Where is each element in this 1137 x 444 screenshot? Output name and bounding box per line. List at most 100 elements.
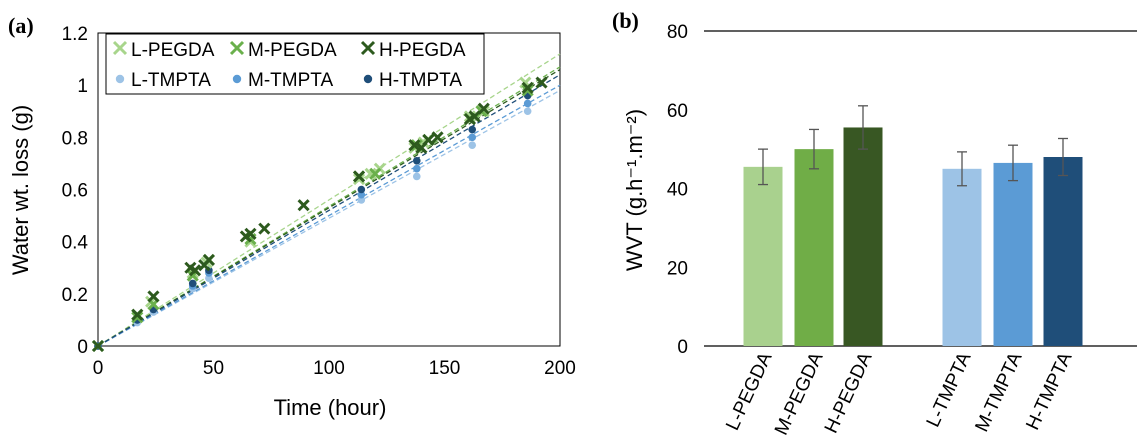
bar: [942, 168, 982, 346]
error-bar: [758, 148, 768, 186]
data-point: [521, 84, 534, 97]
y-tick-label: 40: [667, 180, 688, 201]
data-point: [244, 227, 257, 240]
y-tick-label: 60: [667, 101, 688, 122]
y-tick-label: 0.6: [62, 181, 88, 202]
data-point: [477, 105, 490, 118]
trendline: [97, 84, 561, 347]
trendline: [97, 53, 561, 347]
data-point: [535, 76, 548, 89]
error-bar: [1008, 144, 1018, 182]
data-point: [188, 279, 197, 288]
legend-label: M-TMPTA: [248, 70, 333, 91]
data-point: [297, 199, 310, 212]
data-point: [412, 164, 421, 173]
legend: L-PEGDA M-PEGDA H-PEGDA L-TMPTA M-TMPTA H-TMP…: [105, 33, 485, 95]
legend-marker: [232, 74, 242, 84]
category-label: L-PEGDA: [722, 349, 776, 434]
panel-b-label: (b): [612, 8, 639, 33]
error-bar: [957, 151, 967, 187]
y-tick-label: 0.2: [62, 285, 88, 306]
data-point: [408, 139, 421, 152]
trendline: [97, 89, 561, 347]
bar: [1043, 157, 1083, 346]
category-label: H-PEGDA: [821, 349, 877, 437]
data-point: [412, 172, 421, 181]
legend-marker: [360, 40, 376, 56]
data-point: [468, 141, 477, 149]
legend-label: L-TMPTA: [131, 70, 211, 91]
y-tick-label: 1: [77, 76, 88, 97]
bar: [993, 162, 1033, 346]
legend-label: H-PEGDA: [379, 40, 466, 61]
y-axis-title: WVT (g.h⁻¹.m⁻²): [622, 109, 647, 271]
data-point: [352, 170, 366, 183]
category-label: M-PEGDA: [771, 349, 828, 439]
x-tick-label: 150: [429, 358, 461, 379]
bar: [843, 127, 883, 346]
y-tick-label: 0: [677, 337, 688, 358]
data-point: [205, 274, 213, 282]
legend-label: M-PEGDA: [248, 40, 337, 61]
x-tick-label: 50: [203, 358, 224, 379]
data-point: [523, 99, 532, 108]
data-point: [91, 339, 105, 353]
y-tick-labels: 0 20 40 60 80: [667, 22, 688, 358]
data-point: [521, 81, 534, 94]
error-bar: [858, 105, 868, 150]
data-point: [131, 311, 144, 324]
y-tick-label: 0.4: [62, 233, 89, 254]
y-tick-label: 80: [667, 22, 688, 43]
y-tick-label: 0: [77, 337, 88, 358]
legend-label: L-PEGDA: [131, 40, 215, 61]
data-point: [431, 131, 444, 144]
panel-a-label: (a): [8, 13, 34, 38]
y-tick-labels: 0 0.2 0.4 0.6 0.8 1 1.2: [62, 24, 89, 358]
x-tick-label: 0: [93, 358, 104, 379]
legend-marker: [112, 40, 128, 56]
data-point: [468, 125, 477, 134]
legend-marker: [229, 40, 245, 56]
category-label: H-TMPTA: [1022, 349, 1076, 433]
x-tick-labels: 0 50 100 150 200: [93, 358, 576, 379]
data-point: [468, 110, 481, 123]
x-axis-title: Time (hour): [274, 395, 387, 420]
error-bar: [809, 128, 819, 170]
data-points: [91, 76, 548, 353]
data-point: [258, 222, 271, 235]
error-bar: [1058, 137, 1068, 177]
legend-marker: [115, 74, 125, 84]
y-tick-label: 1.2: [62, 24, 88, 45]
y-tick-label: 0.8: [62, 128, 88, 149]
data-point: [357, 196, 366, 204]
trendline: [97, 68, 561, 347]
y-tick-label: 20: [667, 258, 688, 279]
bar: [794, 149, 834, 346]
legend-label: H-TMPTA: [379, 70, 462, 91]
bars: [743, 105, 1083, 346]
data-point: [468, 133, 477, 142]
trendlines: [97, 53, 561, 347]
data-point: [202, 253, 215, 266]
data-point: [352, 173, 366, 186]
bar: [743, 166, 783, 346]
category-label: L-TMPTA: [923, 349, 976, 431]
trendline: [97, 74, 561, 347]
data-point: [412, 157, 421, 165]
data-point: [131, 308, 144, 321]
category-label: M-TMPTA: [972, 349, 1027, 435]
data-point: [422, 133, 435, 147]
y-axis-title: Water wt. loss (g): [8, 105, 33, 275]
data-point: [369, 167, 382, 180]
x-tick-label: 200: [544, 358, 576, 379]
x-tick-label: 100: [313, 358, 345, 379]
data-point: [477, 102, 490, 115]
legend-box: [105, 33, 485, 95]
data-point: [357, 185, 366, 194]
panel-a-line-chart: (a) 0 0.2 0.4 0.6 0.8 1 1.2 0 50 100 150 200 Time …: [8, 13, 576, 420]
data-point: [357, 190, 366, 199]
data-point: [523, 107, 532, 116]
